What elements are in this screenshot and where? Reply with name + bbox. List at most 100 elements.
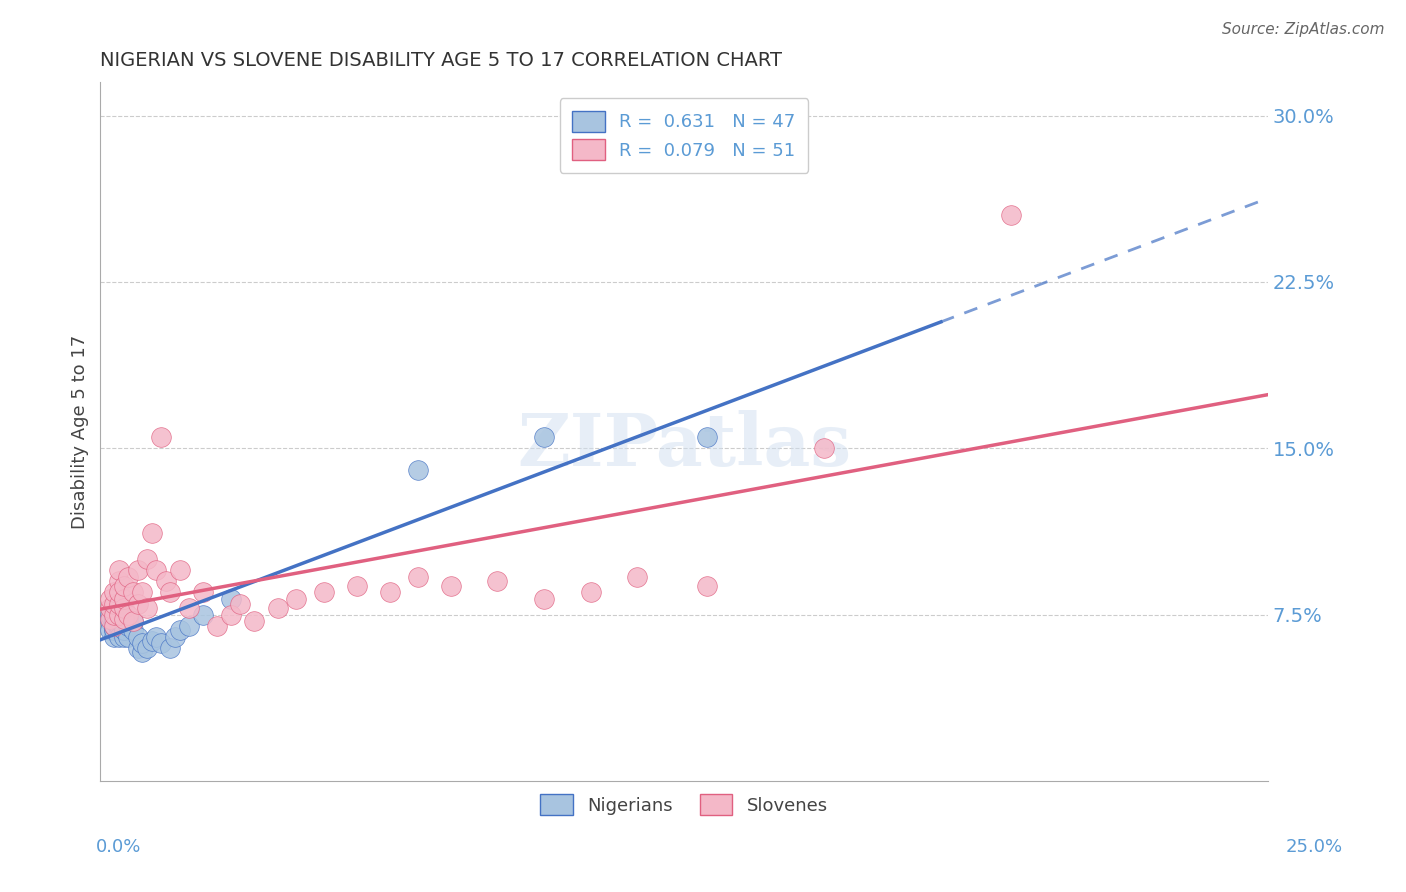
Point bbox=[112, 601, 135, 615]
Point bbox=[103, 619, 125, 633]
Point bbox=[108, 619, 131, 633]
Point bbox=[108, 597, 131, 611]
Point bbox=[696, 579, 718, 593]
Point bbox=[626, 570, 648, 584]
Point bbox=[98, 615, 121, 629]
Y-axis label: Disability Age 5 to 17: Disability Age 5 to 17 bbox=[72, 334, 89, 529]
Point bbox=[103, 585, 125, 599]
Point bbox=[103, 597, 125, 611]
Point bbox=[108, 585, 131, 599]
Point bbox=[205, 619, 228, 633]
Point bbox=[165, 630, 187, 644]
Point bbox=[117, 612, 139, 626]
Point bbox=[136, 640, 159, 655]
Point bbox=[112, 612, 135, 626]
Text: 25.0%: 25.0% bbox=[1285, 838, 1343, 855]
Point bbox=[103, 615, 125, 629]
Text: NIGERIAN VS SLOVENE DISABILITY AGE 5 TO 17 CORRELATION CHART: NIGERIAN VS SLOVENE DISABILITY AGE 5 TO … bbox=[100, 51, 782, 70]
Point bbox=[108, 607, 131, 622]
Point bbox=[117, 619, 139, 633]
Point bbox=[141, 634, 163, 648]
Point bbox=[406, 570, 429, 584]
Point bbox=[696, 430, 718, 444]
Point bbox=[136, 601, 159, 615]
Point bbox=[155, 574, 177, 589]
Point bbox=[285, 592, 308, 607]
Point bbox=[103, 607, 125, 622]
Point bbox=[145, 563, 167, 577]
Point bbox=[533, 592, 555, 607]
Point bbox=[108, 563, 131, 577]
Point bbox=[117, 607, 139, 622]
Point bbox=[439, 579, 461, 593]
Point bbox=[103, 619, 125, 633]
Point bbox=[122, 615, 145, 629]
Point bbox=[131, 645, 153, 659]
Point bbox=[406, 463, 429, 477]
Text: Source: ZipAtlas.com: Source: ZipAtlas.com bbox=[1222, 22, 1385, 37]
Point bbox=[117, 630, 139, 644]
Point bbox=[103, 619, 125, 633]
Point bbox=[108, 630, 131, 644]
Point bbox=[112, 623, 135, 637]
Point bbox=[243, 615, 266, 629]
Point bbox=[108, 623, 131, 637]
Point bbox=[103, 615, 125, 629]
Point bbox=[127, 640, 149, 655]
Point bbox=[103, 623, 125, 637]
Text: 0.0%: 0.0% bbox=[96, 838, 141, 855]
Point bbox=[127, 597, 149, 611]
Point bbox=[98, 612, 121, 626]
Point bbox=[127, 563, 149, 577]
Point bbox=[108, 607, 131, 622]
Point bbox=[112, 612, 135, 626]
Legend: Nigerians, Slovenes: Nigerians, Slovenes bbox=[531, 786, 837, 824]
Point bbox=[169, 623, 191, 637]
Point bbox=[159, 640, 181, 655]
Point bbox=[191, 607, 214, 622]
Point bbox=[103, 612, 125, 626]
Point bbox=[177, 601, 200, 615]
Point bbox=[1000, 209, 1022, 223]
Point bbox=[191, 585, 214, 599]
Point bbox=[346, 579, 368, 593]
Point bbox=[219, 592, 242, 607]
Point bbox=[122, 615, 145, 629]
Point bbox=[127, 630, 149, 644]
Point bbox=[131, 585, 153, 599]
Point bbox=[112, 579, 135, 593]
Point bbox=[131, 636, 153, 650]
Point bbox=[108, 615, 131, 629]
Point bbox=[219, 607, 242, 622]
Point bbox=[150, 430, 173, 444]
Point bbox=[229, 597, 252, 611]
Point bbox=[136, 552, 159, 566]
Point bbox=[533, 430, 555, 444]
Point bbox=[103, 612, 125, 626]
Point bbox=[98, 623, 121, 637]
Point bbox=[112, 592, 135, 607]
Point bbox=[579, 585, 602, 599]
Point bbox=[813, 442, 835, 456]
Point bbox=[145, 630, 167, 644]
Point bbox=[98, 607, 121, 622]
Point bbox=[177, 619, 200, 633]
Point bbox=[108, 574, 131, 589]
Point bbox=[112, 619, 135, 633]
Point bbox=[122, 623, 145, 637]
Point bbox=[98, 592, 121, 607]
Point bbox=[103, 607, 125, 622]
Point bbox=[169, 563, 191, 577]
Point bbox=[159, 585, 181, 599]
Point bbox=[112, 630, 135, 644]
Point bbox=[378, 585, 401, 599]
Text: ZIPatlas: ZIPatlas bbox=[517, 410, 851, 481]
Point bbox=[98, 601, 121, 615]
Point bbox=[122, 585, 145, 599]
Point bbox=[150, 636, 173, 650]
Point bbox=[112, 623, 135, 637]
Point bbox=[108, 601, 131, 615]
Point bbox=[117, 570, 139, 584]
Point bbox=[108, 612, 131, 626]
Point bbox=[141, 525, 163, 540]
